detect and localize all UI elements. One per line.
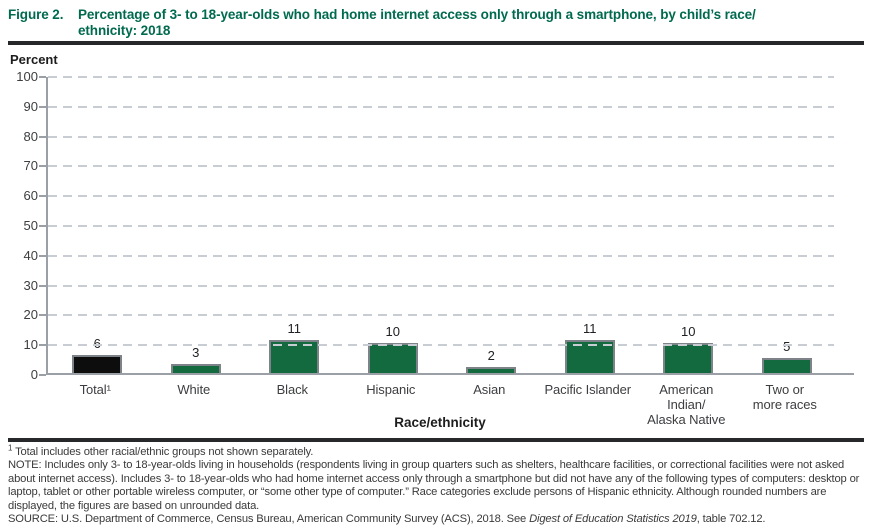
- y-tick-label-0: 0: [30, 367, 38, 382]
- y-tick-label-80: 80: [23, 128, 38, 144]
- source-prefix: SOURCE: U.S. Department of Commerce, Cen…: [8, 513, 530, 526]
- gridline-10: [48, 344, 834, 347]
- bar-value-label-3: 10: [385, 324, 400, 339]
- y-tick-mark-20: [39, 314, 46, 317]
- category-label-line: White: [177, 382, 211, 397]
- note-text: NOTE: Includes only 3- to 18-year-olds l…: [8, 459, 860, 512]
- y-tick-label-100: 100: [16, 69, 38, 84]
- bar-value-label-6: 10: [681, 324, 696, 339]
- category-label-line: more races: [752, 397, 817, 412]
- bar-4: [466, 367, 517, 373]
- category-label-4: Asian: [440, 382, 539, 427]
- y-tick-mark-30: [39, 284, 46, 287]
- bar-slot-7: 5: [738, 77, 837, 373]
- y-tick-mark-50: [39, 225, 46, 227]
- bar-1: [170, 364, 221, 373]
- footnote-1-superscript: 1: [8, 443, 13, 453]
- bar-value-label-2: 11: [287, 321, 302, 336]
- bar-value-label-4: 2: [487, 348, 495, 363]
- footnotes: 1 Total includes other racial/ethnic gro…: [0, 442, 872, 526]
- gridline-70: [48, 165, 834, 168]
- y-tick-mark-60: [39, 195, 46, 198]
- footnote-divider-rule: [8, 438, 864, 442]
- bar-value-label-1: 3: [192, 345, 200, 360]
- y-tick-label-90: 90: [23, 98, 38, 114]
- bar-0: [72, 355, 123, 373]
- category-label-line: Total¹: [79, 382, 111, 397]
- gridline-50: [48, 225, 834, 227]
- category-label-3: Hispanic: [342, 382, 441, 427]
- category-label-line: Asian: [473, 382, 506, 397]
- category-label-line: Black: [276, 382, 308, 397]
- y-tick-mark-100: [39, 76, 46, 78]
- category-label-6: American Indian/Alaska Native: [637, 382, 736, 427]
- category-labels-row: Total¹ White Black Hispanic Asian Pacific Isl…: [46, 382, 834, 427]
- footnote-1: 1 Total includes other racial/ethnic gro…: [8, 443, 864, 459]
- bar-slot-3: 10: [344, 77, 443, 373]
- y-tick-label-10: 10: [23, 337, 38, 353]
- bar-3: [367, 343, 418, 373]
- category-label-line: American: [659, 382, 714, 397]
- bar-value-label-5: 11: [583, 321, 597, 336]
- footnote-1-text: Total includes other racial/ethnic group…: [12, 446, 314, 458]
- figure-title-text: Percentage of 3- to 18-year-olds who had…: [78, 7, 756, 38]
- category-label-line: Hispanic: [366, 382, 416, 397]
- source-text: SOURCE: U.S. Department of Commerce, Cen…: [8, 513, 864, 526]
- bar-7: [761, 358, 812, 373]
- category-label-line: Pacific Islander: [544, 382, 632, 397]
- category-label-2: Black: [243, 382, 342, 427]
- bar-slot-1: 3: [147, 77, 246, 373]
- plot-area: 6 3 11 10 2 11 10 5 0 10 20 30 40 50 60 70 80 90 100: [16, 69, 854, 382]
- y-tick-label-40: 40: [23, 247, 38, 263]
- source-italic-title: Digest of Education Statistics 2019: [529, 513, 697, 526]
- y-tick-label-70: 70: [23, 158, 38, 174]
- gridline-100: [48, 76, 834, 78]
- y-tick-mark-0: [39, 374, 46, 376]
- y-axis-unit-label: Percent: [10, 52, 58, 67]
- gridline-30: [48, 284, 834, 287]
- source-suffix: , table 702.12.: [696, 513, 766, 526]
- y-tick-label-30: 30: [23, 277, 38, 293]
- y-tick-mark-80: [39, 135, 46, 138]
- title-divider-rule: [8, 41, 864, 45]
- gridline-80: [48, 135, 834, 138]
- figure-title-line1: Percentage of 3- to 18-year-olds who had…: [78, 7, 756, 22]
- y-tick-mark-90: [39, 105, 46, 108]
- bar-slot-6: 10: [639, 77, 738, 373]
- y-tick-mark-10: [39, 344, 46, 347]
- category-label-line: Indian/: [667, 397, 706, 412]
- gridline-40: [48, 254, 834, 257]
- y-tick-mark-70: [39, 165, 46, 168]
- gridline-90: [48, 105, 834, 108]
- category-label-5: Pacific Islander: [539, 382, 638, 427]
- figure-number-label: Figure 2.: [8, 7, 64, 22]
- bar-value-label-7: 5: [783, 339, 791, 354]
- y-tick-mark-40: [39, 254, 46, 257]
- bar-slot-0: 6: [48, 77, 147, 373]
- bar-value-label-0: 6: [48, 336, 147, 351]
- figure-title: Figure 2. Percentage of 3- to 18-year-ol…: [0, 0, 872, 38]
- category-label-7: Two or more races: [736, 382, 835, 427]
- bar-slot-4: 2: [442, 77, 541, 373]
- gridline-60: [48, 195, 834, 198]
- category-label-1: White: [145, 382, 244, 427]
- bar-6: [663, 343, 714, 373]
- gridline-20: [48, 314, 834, 317]
- x-axis-title: Race/ethnicity: [394, 415, 486, 430]
- y-tick-label-20: 20: [23, 307, 38, 323]
- figure-title-line2: ethnicity: 2018: [78, 22, 171, 38]
- category-label-0: Total¹: [46, 382, 145, 427]
- y-tick-label-50: 50: [23, 218, 38, 233]
- category-label-line: Two or: [765, 382, 805, 397]
- category-label-line: Alaska Native: [647, 412, 726, 427]
- y-tick-label-60: 60: [23, 188, 38, 204]
- bars-row: 6 3 11 10 2 11 10 5: [48, 77, 836, 373]
